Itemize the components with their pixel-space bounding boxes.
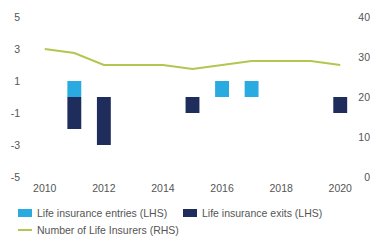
legend-label: Life insurance exits (LHS) (202, 207, 322, 219)
line (45, 49, 340, 69)
y-tick-label: 5 (14, 11, 20, 23)
y2-tick-label: 30 (358, 51, 370, 63)
plot-area (45, 49, 347, 145)
x-tick-label: 2010 (33, 182, 57, 194)
bar (245, 81, 259, 97)
bar (215, 81, 229, 97)
legend-swatch (18, 229, 32, 231)
legend-swatch (183, 209, 197, 217)
bar (97, 97, 111, 145)
y2-tick-label: 10 (358, 131, 370, 143)
legend-label: Number of Life Insurers (RHS) (37, 224, 179, 236)
legend-swatch (18, 209, 32, 217)
y-tick-label: -3 (11, 139, 20, 151)
y-tick-label: -1 (11, 107, 20, 119)
bar (333, 97, 347, 113)
chart-svg: -5 -3 -1 1 3 5 0 10 20 30 40 2010 2012 2014 2016 2018 20… (0, 0, 375, 250)
y-tick-label: 1 (14, 75, 20, 87)
y2-tick-label: 40 (358, 11, 370, 23)
x-tick-label: 2012 (92, 182, 116, 194)
y-tick-label: -5 (11, 171, 20, 183)
chart-container: -5 -3 -1 1 3 5 0 10 20 30 40 2010 2012 2014 2016 2018 20… (0, 0, 375, 250)
x-tick-label: 2016 (210, 182, 234, 194)
x-tick-label: 2018 (269, 182, 293, 194)
bar (67, 81, 81, 97)
y-tick-label: 3 (14, 43, 20, 55)
y2-tick-label: 0 (364, 171, 370, 183)
legend: Life insurance entries (LHS) Life insuran… (18, 207, 322, 236)
x-tick-label: 2014 (151, 182, 175, 194)
legend-label: Life insurance entries (LHS) (37, 207, 167, 219)
y2-tick-label: 20 (358, 91, 370, 103)
x-tick-label: 2020 (329, 182, 353, 194)
bar (67, 97, 81, 129)
bar (186, 97, 200, 113)
